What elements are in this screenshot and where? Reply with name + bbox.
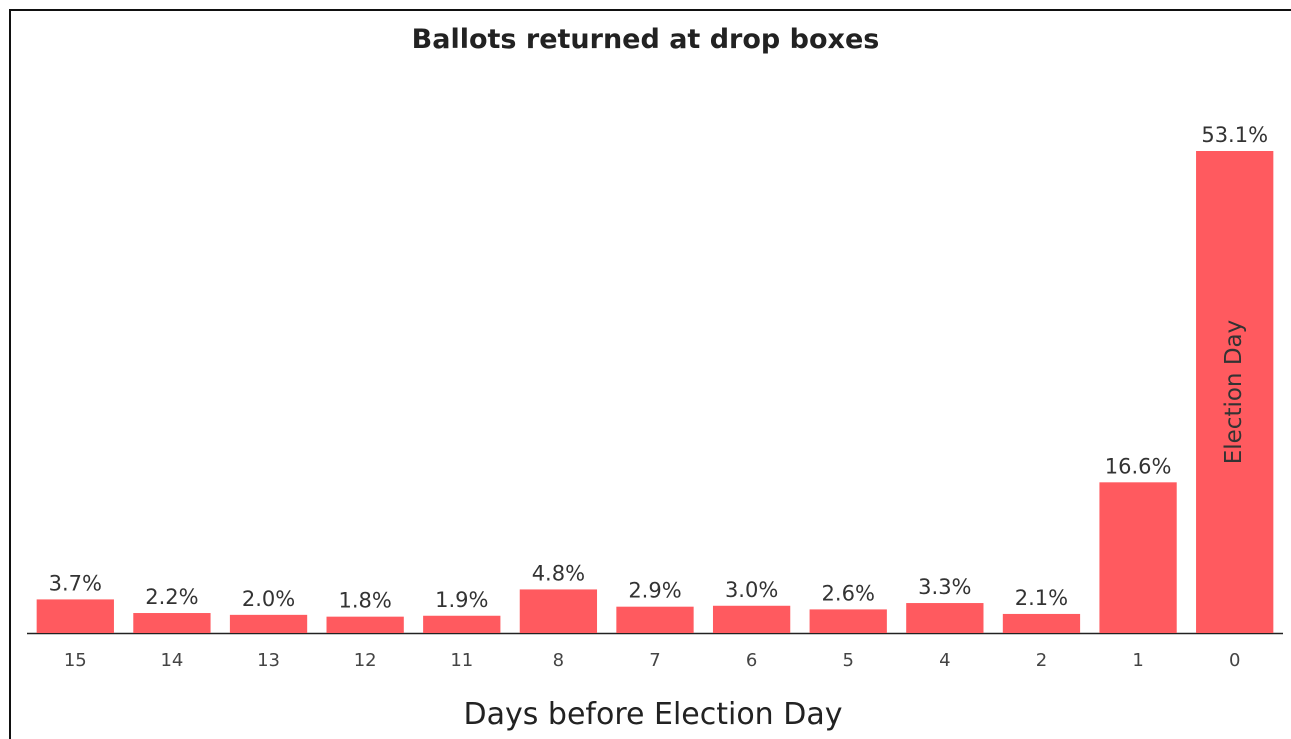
bar-day-4 [906, 603, 984, 633]
x-tick-label-15: 15 [64, 650, 87, 671]
x-tick-label-0: 0 [1229, 650, 1240, 671]
bar-day-11 [423, 615, 501, 633]
value-label-day-5: 2.6% [822, 581, 875, 605]
bar-day-12 [326, 616, 404, 633]
value-label-day-7: 2.9% [628, 579, 681, 603]
election-day-annotation: Election Day [1221, 320, 1247, 465]
bar-day-7 [616, 606, 694, 633]
bar-day-5 [809, 609, 887, 633]
value-label-day-4: 3.3% [918, 575, 971, 599]
value-label-day-8: 4.8% [532, 561, 585, 585]
bar-day-14 [133, 613, 211, 633]
x-tick-label-4: 4 [939, 650, 950, 671]
value-label-day-2: 2.1% [1015, 586, 1068, 610]
x-tick-label-5: 5 [843, 650, 854, 671]
value-label-day-15: 3.7% [49, 571, 102, 595]
x-tick-label-12: 12 [354, 650, 377, 671]
x-tick-label-6: 6 [746, 650, 757, 671]
bar-day-15 [36, 599, 114, 633]
value-label-day-6: 3.0% [725, 578, 778, 602]
bar-day-2 [1002, 613, 1081, 633]
value-label-day-1: 16.6% [1105, 454, 1172, 478]
value-label-day-0: 53.1% [1201, 123, 1268, 147]
chart-title: Ballots returned at drop boxes [411, 24, 880, 55]
value-label-day-13: 2.0% [242, 587, 295, 611]
x-tick-label-8: 8 [553, 650, 564, 671]
x-tick-label-13: 13 [257, 650, 280, 671]
x-tick-label-11: 11 [450, 650, 473, 671]
x-tick-label-7: 7 [649, 650, 660, 671]
value-label-day-11: 1.9% [435, 588, 488, 612]
bar-day-1 [1099, 482, 1177, 633]
bar-day-0 [1196, 151, 1274, 633]
x-tick-label-1: 1 [1132, 650, 1143, 671]
value-label-day-14: 2.2% [145, 585, 198, 609]
bar-day-13 [229, 614, 308, 633]
x-tick-label-2: 2 [1036, 650, 1047, 671]
bar-day-8 [519, 589, 598, 633]
bar-day-6 [712, 605, 791, 633]
x-axis-title: Days before Election Day [464, 697, 843, 732]
x-tick-label-14: 14 [160, 650, 183, 671]
value-label-day-12: 1.8% [338, 589, 391, 613]
